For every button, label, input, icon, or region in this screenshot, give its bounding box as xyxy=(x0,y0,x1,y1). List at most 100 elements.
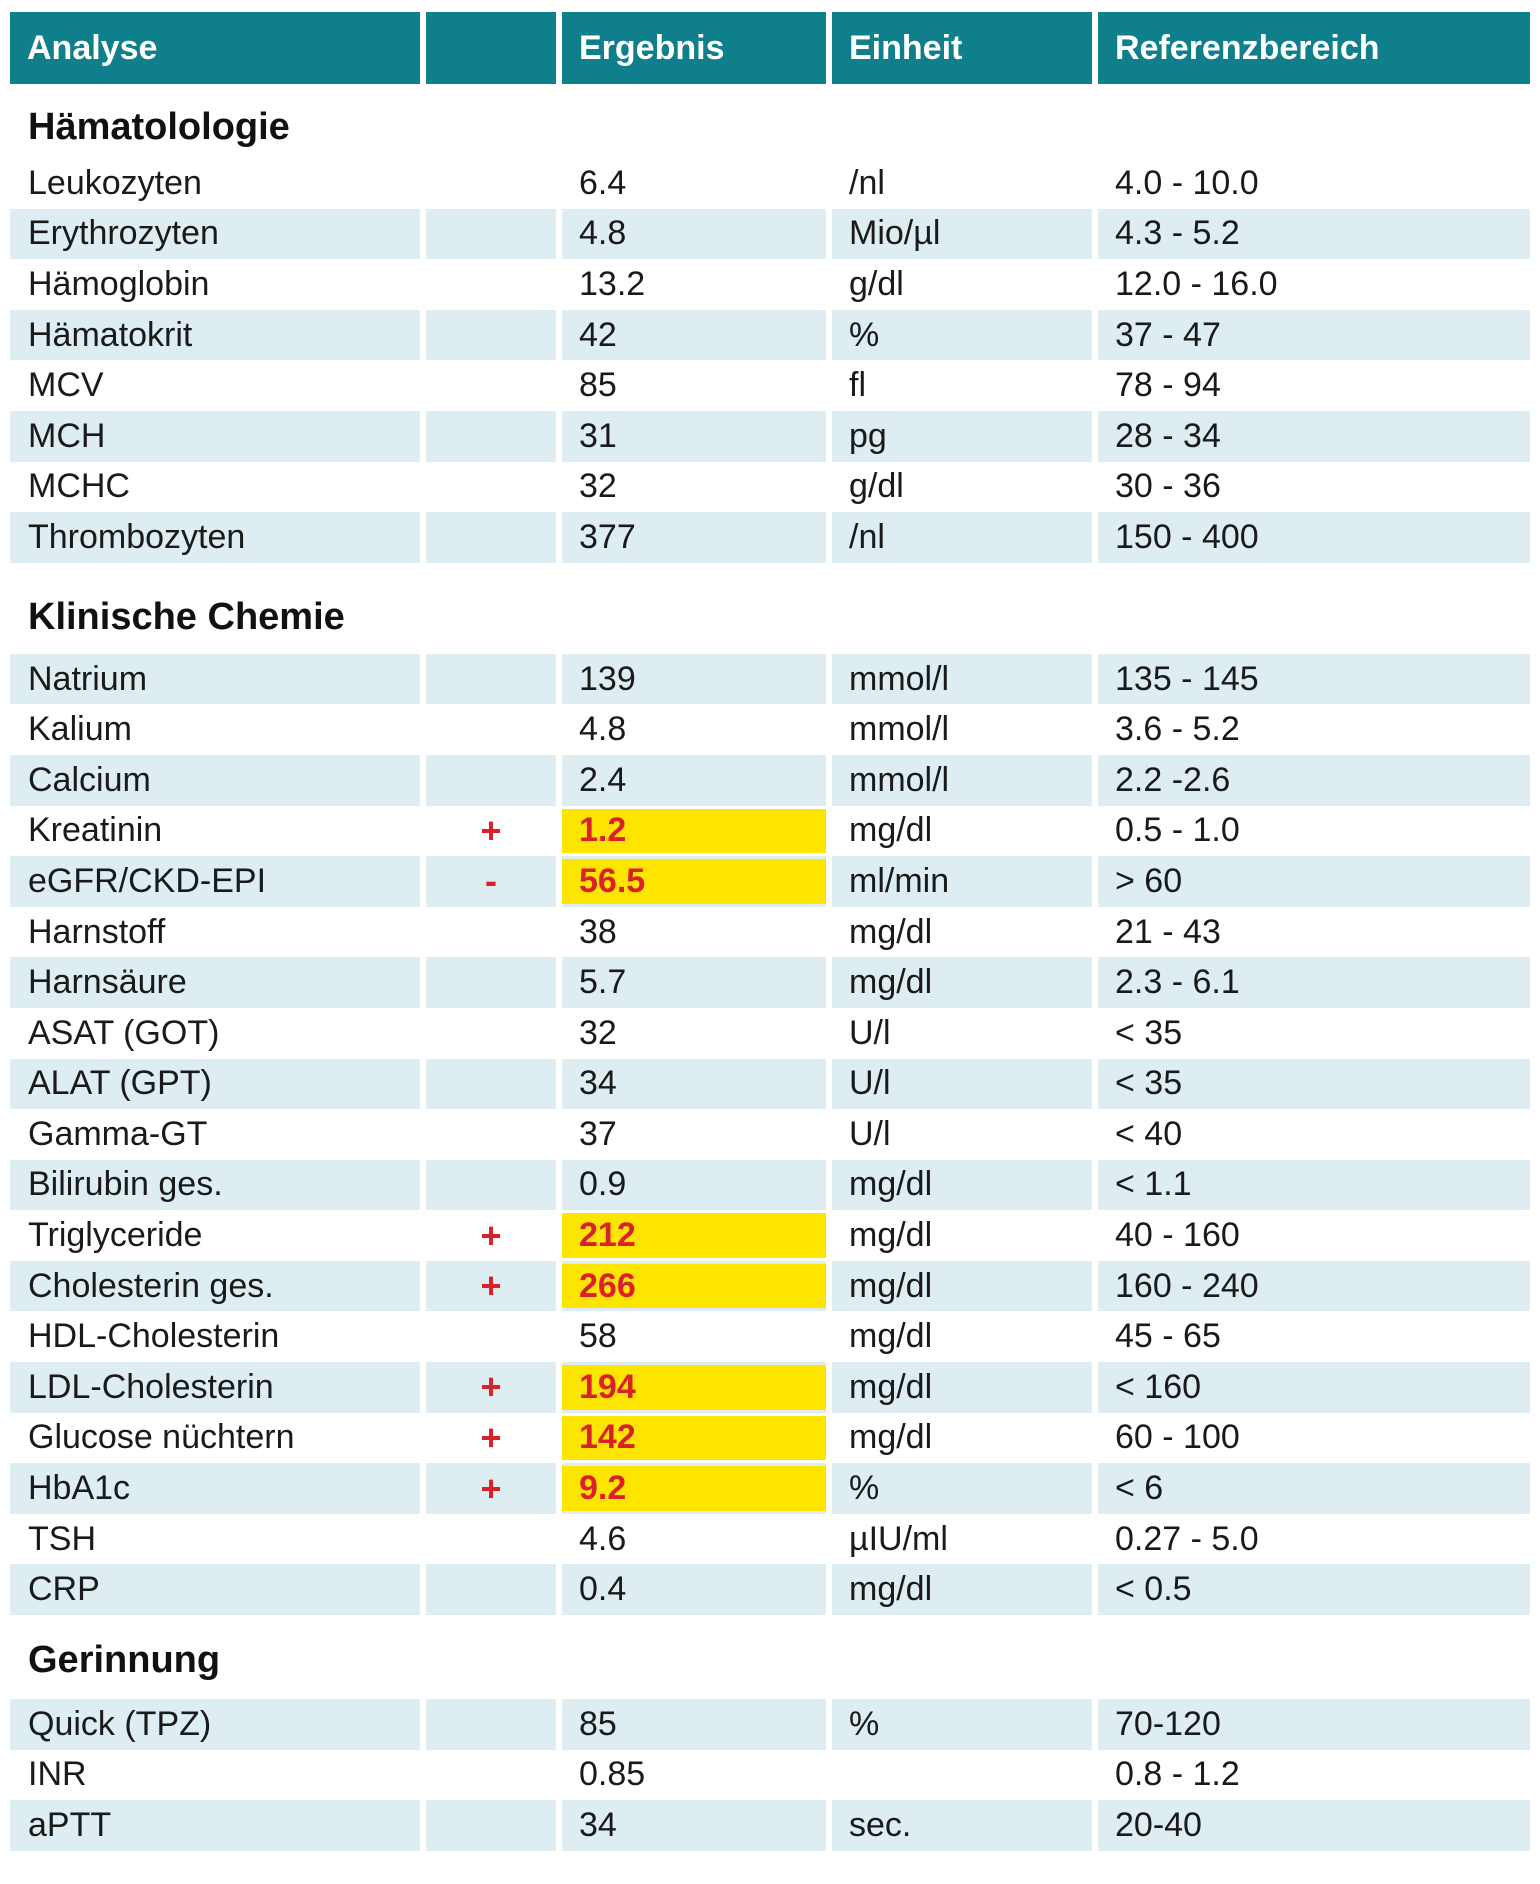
result-value-cell-text: 5.7 xyxy=(579,963,627,1002)
reference-range-cell: 21 - 43 xyxy=(1098,907,1530,958)
reference-range-cell: 150 - 400 xyxy=(1098,512,1530,563)
unit-cell: % xyxy=(832,1699,1092,1750)
analyte-name-cell: Natrium xyxy=(10,653,420,705)
reference-range-cell-text: 0.5 - 1.0 xyxy=(1115,811,1240,850)
table-row: Bilirubin ges. 0.9 mg/dl < 1.1 xyxy=(10,1159,1530,1211)
unit-cell-text: mg/dl xyxy=(849,1165,933,1204)
analyte-name-cell-text: Harnstoff xyxy=(28,912,166,951)
abnormal-flag-cell xyxy=(426,1750,556,1801)
abnormal-flag-cell: + xyxy=(426,1362,556,1413)
analyte-name-cell-text: TSH xyxy=(28,1519,96,1558)
reference-range-cell-text: < 160 xyxy=(1115,1367,1202,1406)
reference-range-cell: < 35 xyxy=(1098,1058,1530,1110)
abnormal-flag-cell xyxy=(426,1564,556,1616)
abnormal-flag-cell xyxy=(426,1008,556,1059)
table-row: MCHC 32 g/dl 30 - 36 xyxy=(10,462,1530,513)
unit-cell: Mio/µl xyxy=(832,208,1092,260)
reference-range-cell: < 6 xyxy=(1098,1463,1530,1514)
reference-range-cell-text: 2.2 -2.6 xyxy=(1115,760,1231,799)
reference-range-cell-text: > 60 xyxy=(1115,861,1183,900)
analyte-name-cell-text: Thrombozyten xyxy=(28,517,246,556)
lab-results-table: Hämatolologie Leukozyten 6.4/nl 4.0 - 10.0 E… xyxy=(0,106,1540,1851)
header-cell-ergebnis: Ergebnis xyxy=(562,12,826,84)
unit-cell: U/l xyxy=(832,1058,1092,1110)
analyte-name-cell: Hämoglobin xyxy=(10,259,420,310)
analyte-name-cell-text: CRP xyxy=(28,1570,100,1609)
abnormal-flag-cell xyxy=(426,259,556,310)
table-row: Kalium 4.8 mmol/l 3.6 - 5.2 xyxy=(10,704,1530,755)
reference-range-cell: 160 - 240 xyxy=(1098,1260,1530,1312)
result-value-cell: 4.8 xyxy=(562,704,826,755)
result-value-cell-text: 85 xyxy=(579,1704,617,1743)
reference-range-cell-text: 0.27 - 5.0 xyxy=(1115,1519,1259,1558)
unit-cell-text: mg/dl xyxy=(849,1367,933,1406)
result-value-cell: 6.4 xyxy=(562,158,826,209)
analyte-name-cell: Thrombozyten xyxy=(10,512,420,563)
unit-cell-text: mmol/l xyxy=(849,659,950,698)
abnormal-flag-cell-text: + xyxy=(480,1366,502,1408)
result-value-cell-text: 58 xyxy=(579,1317,617,1356)
analyte-name-cell: Bilirubin ges. xyxy=(10,1159,420,1211)
abnormal-flag-cell xyxy=(426,907,556,958)
reference-range-cell: 78 - 94 xyxy=(1098,360,1530,411)
result-value-cell-text: 0.4 xyxy=(579,1570,627,1609)
analyte-name-cell: MCH xyxy=(10,410,420,462)
result-value-cell: 31 xyxy=(562,410,826,462)
abnormal-flag-cell xyxy=(426,1800,556,1851)
analyte-name-cell-text: Triglyceride xyxy=(28,1216,203,1255)
table-row: TSH 4.6 µIU/ml 0.27 - 5.0 xyxy=(10,1514,1530,1565)
result-value-cell-text: 6.4 xyxy=(579,163,627,202)
reference-range-cell-text: 28 - 34 xyxy=(1115,416,1221,455)
analyte-name-cell: Kalium xyxy=(10,704,420,755)
analyte-name-cell-text: INR xyxy=(28,1755,87,1794)
analyte-name-cell-text: Erythrozyten xyxy=(28,214,219,253)
unit-cell-text: % xyxy=(849,1704,880,1743)
result-value-cell-highlighted: 9.2 xyxy=(562,1463,826,1514)
abnormal-flag-cell: + xyxy=(426,1210,556,1261)
result-value-cell-text: 32 xyxy=(579,1013,617,1052)
abnormal-flag-cell xyxy=(426,653,556,705)
header-cell-flag xyxy=(426,12,556,84)
unit-cell: mg/dl xyxy=(832,1260,1092,1312)
reference-range-cell: < 40 xyxy=(1098,1109,1530,1160)
result-value-cell: 32 xyxy=(562,462,826,513)
analyte-name-cell: Hämatokrit xyxy=(10,309,420,361)
analyte-name-cell: Glucose nüchtern xyxy=(10,1413,420,1464)
table-header-row: Analyse Ergebnis Einheit Referenzbereich xyxy=(10,12,1530,84)
result-value-cell-text: 38 xyxy=(579,912,617,951)
reference-range-cell: < 35 xyxy=(1098,1008,1530,1059)
unit-cell-text: µIU/ml xyxy=(849,1519,948,1558)
abnormal-flag-cell-text: + xyxy=(480,809,502,851)
analyte-name-cell: HDL-Cholesterin xyxy=(10,1311,420,1362)
unit-cell: pg xyxy=(832,410,1092,462)
reference-range-cell-text: 30 - 36 xyxy=(1115,467,1221,506)
unit-cell-text: g/dl xyxy=(849,264,904,303)
result-value-cell-text: 42 xyxy=(579,315,617,354)
table-row: Glucose nüchtern +142 mg/dl 60 - 100 xyxy=(10,1413,1530,1464)
unit-cell: mmol/l xyxy=(832,754,1092,806)
result-value-cell-highlighted: 212 xyxy=(562,1210,826,1261)
analyte-name-cell-text: MCV xyxy=(28,366,104,405)
reference-range-cell-text: < 6 xyxy=(1115,1469,1164,1508)
unit-cell: sec. xyxy=(832,1800,1092,1851)
result-value-cell-highlighted: 194 xyxy=(562,1362,826,1413)
analyte-name-cell: Harnsäure xyxy=(10,957,420,1008)
unit-cell-text: mg/dl xyxy=(849,1570,933,1609)
result-value-cell-text: 4.8 xyxy=(579,710,627,749)
result-value-cell-text: 4.8 xyxy=(579,214,627,253)
result-value-cell: 42 xyxy=(562,309,826,361)
result-value-cell: 5.7 xyxy=(562,957,826,1008)
unit-cell-text: % xyxy=(849,315,880,354)
reference-range-cell: > 60 xyxy=(1098,856,1530,907)
analyte-name-cell-text: aPTT xyxy=(28,1806,112,1845)
unit-cell: mg/dl xyxy=(832,1159,1092,1211)
reference-range-cell: 3.6 - 5.2 xyxy=(1098,704,1530,755)
analyte-name-cell: Leukozyten xyxy=(10,158,420,209)
table-row: eGFR/CKD-EPI - 56.5 ml/min > 60 xyxy=(10,856,1530,907)
unit-cell: mmol/l xyxy=(832,704,1092,755)
unit-cell-text: /nl xyxy=(849,517,885,556)
unit-cell-text: % xyxy=(849,1469,880,1508)
result-value-cell-text: 377 xyxy=(579,517,636,556)
reference-range-cell-text: 160 - 240 xyxy=(1115,1266,1259,1305)
unit-cell: mg/dl xyxy=(832,1362,1092,1413)
